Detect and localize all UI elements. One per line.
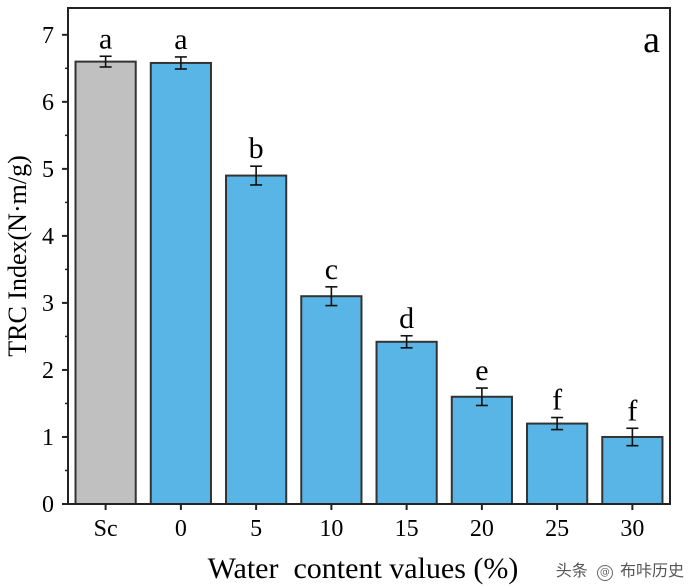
watermark-name: 布咔历史 bbox=[619, 561, 684, 580]
bars-group bbox=[74, 60, 664, 506]
panel-label: a bbox=[643, 19, 660, 61]
significance-letter-5: b bbox=[249, 132, 264, 165]
bar-25 bbox=[526, 422, 589, 505]
x-tick-label-15: 15 bbox=[395, 516, 419, 542]
x-tick-label-30: 30 bbox=[620, 516, 644, 542]
significance-letter-20: e bbox=[475, 354, 488, 387]
bar-Sc bbox=[74, 60, 137, 506]
y-axis: 0 1 2 3 4 5 6 7 bbox=[42, 23, 68, 518]
x-tick-label-10: 10 bbox=[319, 516, 343, 542]
bar-15 bbox=[375, 340, 438, 505]
bar-0 bbox=[149, 61, 212, 506]
significance-letters-group: a a b c d e f f bbox=[99, 22, 637, 427]
error-bars-group bbox=[99, 55, 639, 447]
significance-letter-25: f bbox=[552, 384, 562, 417]
x-axis-title: Water content values (%) bbox=[208, 552, 519, 585]
watermark-prefix: 头条 bbox=[555, 561, 588, 580]
bar-20 bbox=[450, 395, 513, 505]
watermark-at-icon: @ bbox=[596, 565, 613, 581]
x-axis: Sc 0 5 10 15 20 25 30 bbox=[94, 504, 644, 542]
significance-letter-Sc: a bbox=[99, 22, 112, 55]
bar-5 bbox=[225, 174, 288, 505]
bar-30 bbox=[601, 435, 664, 505]
y-tick-label-7: 7 bbox=[42, 23, 54, 49]
y-tick-label-1: 1 bbox=[42, 425, 54, 451]
watermark: 头条 @ 布咔历史 bbox=[556, 557, 684, 581]
y-axis-title: TRC Index(N·m/g) bbox=[3, 155, 32, 356]
significance-letter-15: d bbox=[399, 302, 414, 335]
y-tick-label-5: 5 bbox=[42, 157, 54, 183]
y-tick-label-0: 0 bbox=[42, 492, 54, 518]
bar-10 bbox=[300, 295, 363, 505]
significance-letter-0: a bbox=[174, 23, 187, 56]
significance-letter-30: f bbox=[627, 394, 637, 427]
x-tick-label-25: 25 bbox=[545, 516, 569, 542]
plot-frame bbox=[67, 7, 671, 505]
significance-letter-10: c bbox=[325, 253, 338, 286]
y-tick-label-4: 4 bbox=[42, 224, 54, 250]
y-tick-label-3: 3 bbox=[42, 291, 54, 317]
x-tick-label-5: 5 bbox=[250, 516, 262, 542]
x-tick-label-20: 20 bbox=[470, 516, 494, 542]
y-tick-label-6: 6 bbox=[42, 90, 54, 116]
y-tick-label-2: 2 bbox=[42, 358, 54, 384]
x-tick-label-Sc: Sc bbox=[94, 516, 118, 542]
x-tick-label-0: 0 bbox=[175, 516, 187, 542]
